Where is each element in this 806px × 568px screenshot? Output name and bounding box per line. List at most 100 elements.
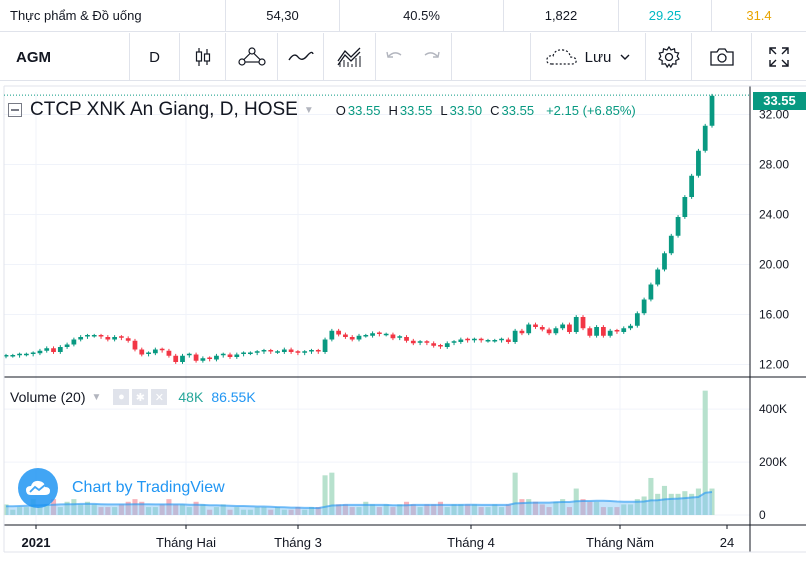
volume-cell: 1,822 [504, 0, 619, 32]
candle-body [23, 353, 29, 356]
candle-body [200, 358, 206, 361]
volume-value: 48K [178, 389, 204, 405]
redo-button[interactable] [412, 33, 452, 81]
candle-body [57, 347, 63, 352]
candlesticks [3, 93, 715, 364]
volume-bar [247, 509, 253, 515]
candle-body [383, 333, 389, 336]
candlestick-icon [195, 48, 210, 66]
candle-body [214, 355, 219, 360]
caret-down-icon[interactable]: ▼ [91, 391, 102, 403]
eye-icon[interactable]: ● [113, 389, 130, 405]
interval-button[interactable]: D [130, 33, 180, 81]
volume-bar [274, 507, 281, 515]
ceiling-price-cell: 31.4 [746, 8, 772, 23]
volume-bar [390, 507, 396, 515]
compare-button[interactable] [278, 33, 324, 81]
candle-body [336, 330, 342, 335]
save-button[interactable]: Lưu [530, 33, 646, 81]
candle-body [302, 351, 308, 353]
candle-body [173, 355, 179, 362]
price-tick-label: 12.00 [759, 358, 789, 372]
volume-bar [526, 499, 532, 515]
volume-bar [342, 504, 348, 515]
volume-bar [23, 507, 29, 515]
candle-body [662, 253, 667, 270]
time-tick-label: Tháng Hai [156, 535, 216, 550]
volume-bar [64, 501, 70, 515]
volume-bar [594, 501, 600, 515]
volume-bar [200, 504, 206, 515]
volume-bar [634, 499, 640, 515]
candle-body [268, 350, 274, 352]
candle-body [315, 350, 321, 352]
templates-icon [336, 47, 360, 67]
volume-bar [261, 507, 267, 515]
volume-bar [485, 507, 491, 515]
chart-type-button[interactable] [180, 33, 226, 81]
volume-bar [471, 504, 477, 515]
fullscreen-button[interactable] [752, 33, 806, 81]
volume-bar [465, 504, 471, 515]
symbol-search-button[interactable]: AGM [0, 33, 130, 81]
volume-bar [641, 496, 647, 515]
close-value: 33.55 [501, 102, 535, 118]
chart-toolbar: AGM D [0, 33, 806, 81]
candle-body [119, 336, 124, 338]
fullscreen-icon [769, 47, 789, 67]
volume-bar [349, 507, 355, 515]
candle-body [648, 284, 654, 300]
volume-bar [363, 501, 369, 515]
percent-cell: 40.5% [340, 0, 504, 32]
candle-body [512, 330, 518, 342]
candle-body [641, 299, 647, 314]
volume-bar [682, 491, 688, 515]
candle-body [451, 341, 457, 343]
candle-body [526, 324, 532, 334]
ref-price-cell: 29.25 [619, 0, 712, 32]
candle-body [146, 352, 151, 354]
volume-bar [505, 504, 511, 515]
templates-button[interactable] [324, 33, 376, 81]
tradingview-watermark[interactable]: Chart by TradingView [18, 468, 225, 508]
volume-bar [152, 507, 158, 515]
cloud-icon [545, 49, 577, 65]
candle-body [472, 338, 477, 341]
candle-body [546, 329, 552, 334]
volume-ma-area [6, 492, 712, 515]
volume-ma-path [6, 491, 713, 510]
volume-bars [3, 390, 715, 515]
gear-icon[interactable]: ✱ [132, 389, 149, 405]
volume-bar [519, 499, 525, 515]
candle-body [186, 353, 192, 356]
candle-body [234, 354, 240, 357]
volume-ma-value: 86.55K [211, 389, 256, 405]
volume-bar [376, 507, 382, 515]
indicators-button[interactable] [226, 33, 278, 81]
undo-button[interactable] [376, 33, 412, 81]
volume-bar [281, 509, 287, 515]
volume-bar [84, 501, 91, 515]
volume-bar [213, 507, 219, 515]
compare-icon [287, 51, 314, 61]
volume-bar [50, 499, 57, 515]
candle-body [560, 324, 566, 329]
volume-bar [695, 488, 701, 515]
volume-bar [125, 501, 131, 515]
volume-bar [444, 507, 450, 515]
volume-bar [539, 504, 545, 515]
volume-bar [179, 504, 186, 515]
close-icon[interactable]: ✕ [151, 389, 168, 405]
volume-title: Volume (20) [10, 389, 86, 405]
candle-body [363, 335, 369, 337]
candle-body [281, 349, 287, 352]
volume-bar [268, 509, 274, 515]
settings-button[interactable] [646, 33, 692, 81]
collapse-legend-icon[interactable] [8, 103, 22, 117]
candle-body [465, 338, 470, 341]
volume-bar [403, 501, 410, 515]
snapshot-button[interactable] [692, 33, 752, 81]
candle-body [295, 351, 301, 353]
caret-down-icon[interactable]: ▼ [303, 104, 314, 116]
